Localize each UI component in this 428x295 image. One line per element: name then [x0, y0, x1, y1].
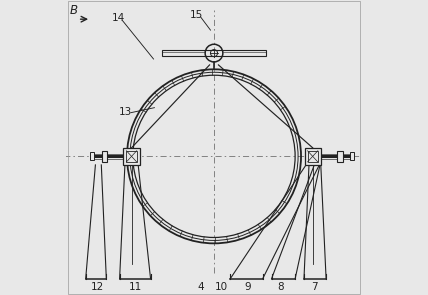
Text: 8: 8 [277, 282, 284, 292]
Text: 11: 11 [129, 282, 143, 292]
Text: 9: 9 [245, 282, 251, 292]
Bar [101, 151, 107, 162]
Bar [126, 151, 137, 162]
Bar [162, 50, 266, 56]
Text: 15: 15 [190, 10, 203, 20]
Bar [337, 151, 343, 162]
Text: 12: 12 [91, 282, 104, 292]
Bar [350, 152, 354, 160]
Text: 4: 4 [197, 282, 204, 292]
Text: B: B [69, 4, 77, 17]
Bar [123, 148, 140, 165]
Text: 10: 10 [215, 282, 228, 292]
Text: 7: 7 [311, 282, 318, 292]
Text: 14: 14 [112, 13, 125, 23]
Text: 13: 13 [119, 106, 132, 117]
Bar [305, 148, 321, 165]
Bar [90, 152, 94, 160]
Bar [307, 151, 318, 162]
